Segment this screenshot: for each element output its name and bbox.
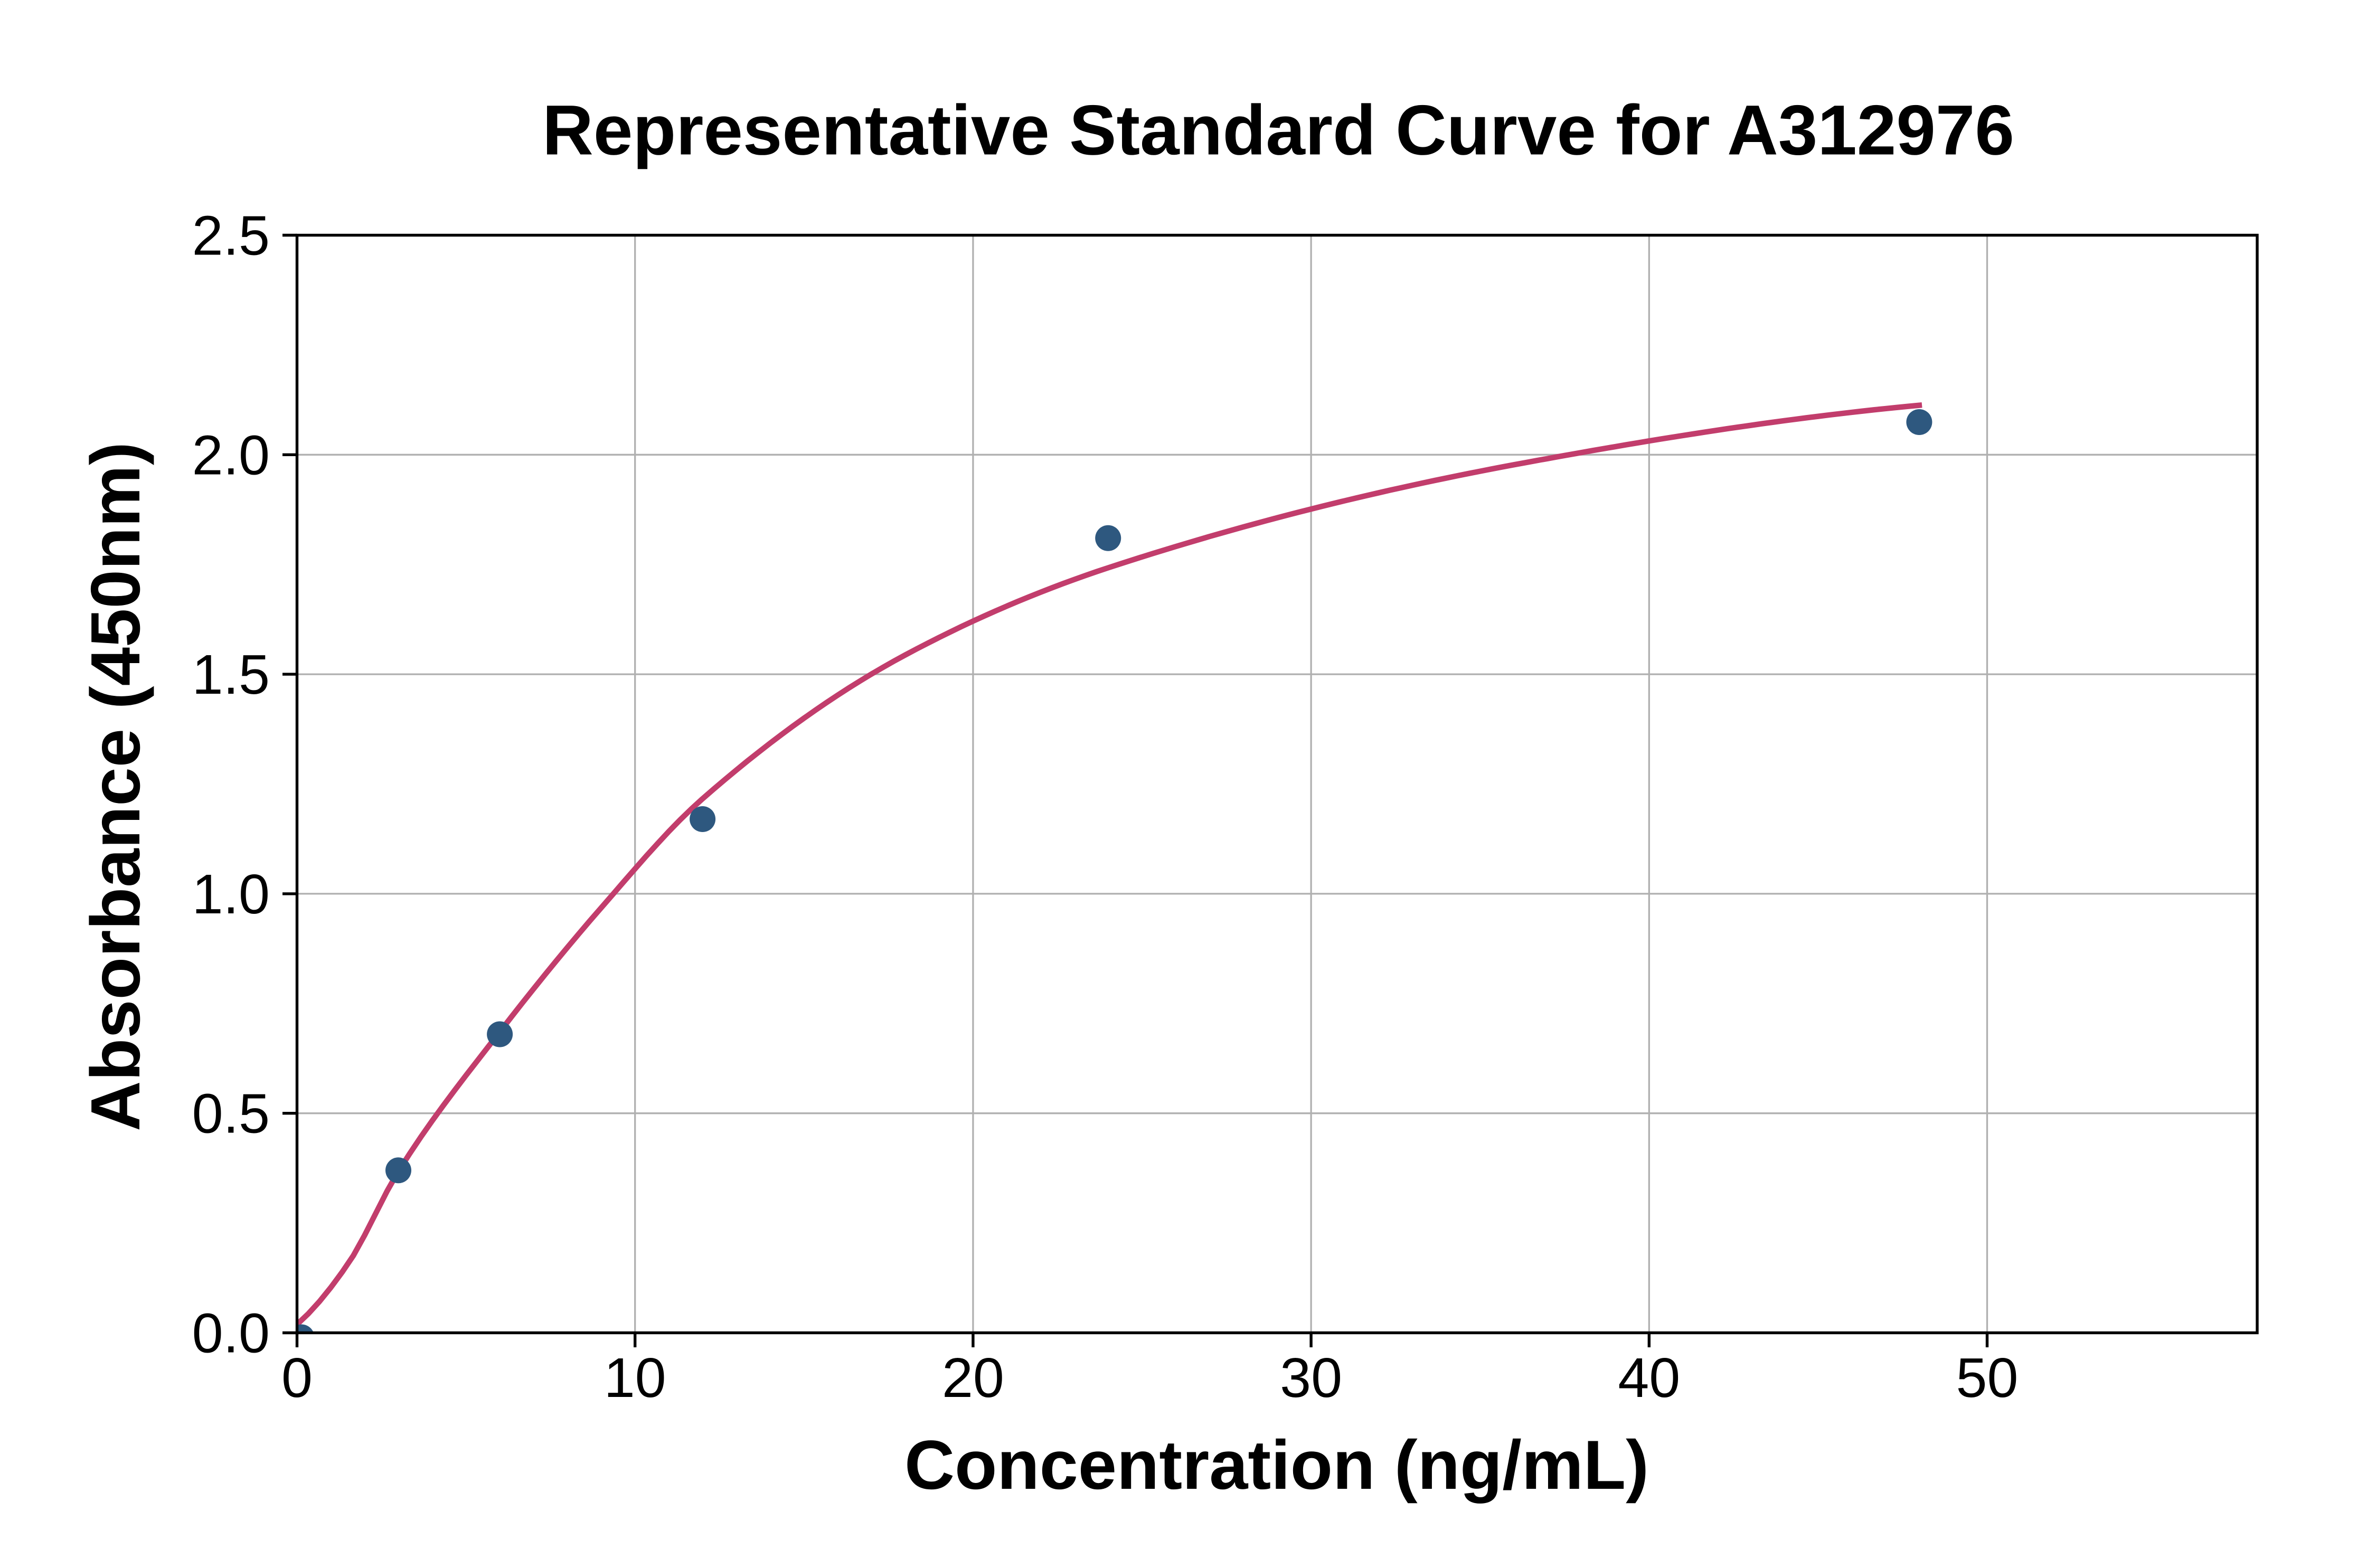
svg-text:30: 30 (1280, 1347, 1342, 1409)
svg-text:40: 40 (1618, 1347, 1680, 1409)
svg-text:2.5: 2.5 (192, 205, 270, 267)
svg-text:10: 10 (604, 1347, 666, 1409)
svg-text:Absorbance (450nm): Absorbance (450nm) (77, 442, 154, 1131)
svg-text:20: 20 (942, 1347, 1004, 1409)
svg-text:Concentration (ng/mL): Concentration (ng/mL) (904, 1426, 1649, 1504)
svg-text:2.0: 2.0 (192, 424, 270, 486)
svg-text:Representative Standard Curve: Representative Standard Curve for A31297… (542, 91, 2014, 170)
svg-text:50: 50 (1956, 1347, 2019, 1409)
svg-text:0.0: 0.0 (192, 1302, 270, 1365)
svg-text:1.0: 1.0 (192, 863, 270, 925)
svg-text:0: 0 (281, 1347, 313, 1409)
svg-text:1.5: 1.5 (192, 644, 270, 706)
svg-text:0.5: 0.5 (192, 1083, 270, 1145)
